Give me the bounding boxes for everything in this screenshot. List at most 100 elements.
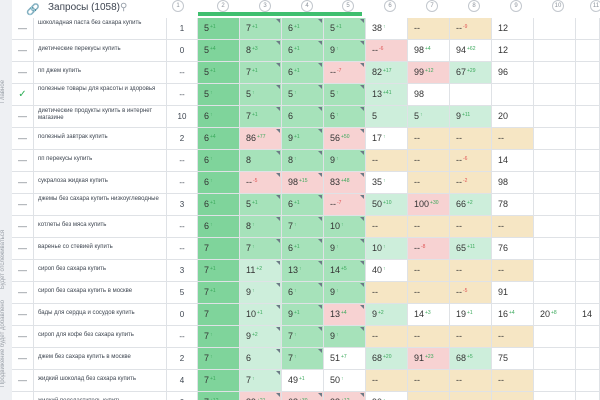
table-row[interactable]: — сироп без сахара купить в москве 5 7+1 9↑ 6… (12, 282, 600, 304)
position-cell[interactable]: 9↑ (324, 238, 366, 259)
position-cell[interactable]: ---5 (450, 282, 492, 303)
row-toggle[interactable]: — (12, 238, 34, 259)
position-cell[interactable]: 7↑ (198, 348, 240, 369)
position-cell[interactable]: 9↑ (324, 282, 366, 303)
col-badge-icon[interactable]: 4 (301, 0, 313, 12)
position-cell[interactable]: -- (408, 216, 450, 237)
position-cell[interactable]: 8↑ (282, 150, 324, 171)
query-text[interactable]: диетические продукты купить в интернет м… (34, 106, 167, 127)
position-cell[interactable]: 6↑ (324, 106, 366, 127)
position-cell[interactable]: 6+1 (198, 194, 240, 215)
position-cell[interactable]: 6+1 (282, 238, 324, 259)
position-cell[interactable]: 89+21 (240, 392, 282, 400)
position-cell[interactable]: 8+3 (240, 40, 282, 61)
table-row[interactable]: — варенье со стевией купить -- 7 7↑ 6+1 9↑ 10↑ -… (12, 238, 600, 260)
position-cell[interactable]: -- (450, 128, 492, 149)
position-cell[interactable]: -- (450, 326, 492, 347)
position-cell[interactable] (534, 194, 576, 215)
position-cell[interactable]: -- (450, 392, 492, 400)
row-toggle[interactable]: — (12, 40, 34, 61)
position-cell[interactable]: ---9 (450, 18, 492, 39)
position-cell[interactable]: 50↑ (324, 370, 366, 391)
position-cell[interactable]: 8 (240, 150, 282, 171)
position-cell[interactable] (576, 260, 600, 281)
position-cell[interactable]: -- (366, 150, 408, 171)
col-badge-icon[interactable]: 3 (259, 0, 271, 12)
table-row[interactable]: — диетические продукты купить в интернет … (12, 106, 600, 128)
position-cell[interactable]: 7+1 (240, 18, 282, 39)
position-cell[interactable]: 6↑ (198, 172, 240, 193)
position-cell[interactable]: 98 (408, 84, 450, 105)
position-cell[interactable]: 7+1 (240, 62, 282, 83)
position-cell[interactable]: 7↑ (240, 370, 282, 391)
position-cell[interactable]: 20 (492, 106, 534, 127)
position-cell[interactable]: -- (408, 260, 450, 281)
position-cell[interactable]: -- (492, 260, 534, 281)
row-toggle[interactable]: — (12, 392, 34, 400)
position-cell[interactable]: -- (408, 18, 450, 39)
position-cell[interactable]: 6+1 (282, 194, 324, 215)
table-row[interactable]: — шоколадная паста без сахара купить 1 5+1 7… (12, 18, 600, 40)
position-cell[interactable] (534, 370, 576, 391)
position-cell[interactable]: -- (492, 216, 534, 237)
position-cell[interactable]: 100+30 (408, 194, 450, 215)
position-cell[interactable]: 5+1 (324, 18, 366, 39)
position-cell[interactable] (534, 62, 576, 83)
position-cell[interactable]: 5↑ (198, 84, 240, 105)
table-row[interactable]: — сукралоза жидкая купить -- 6↑ ---5 98+15 83+… (12, 172, 600, 194)
position-cell[interactable]: ---2 (450, 172, 492, 193)
position-cell[interactable]: 96 (492, 62, 534, 83)
position-cell[interactable]: 35↑ (366, 172, 408, 193)
row-toggle[interactable]: — (12, 128, 34, 149)
position-cell[interactable]: 6↑ (282, 282, 324, 303)
row-toggle[interactable]: — (12, 348, 34, 369)
position-cell[interactable]: 8↑ (240, 216, 282, 237)
table-row[interactable]: — сироп без сахара купить 3 7+1 11+2 13↑ 14+5 4… (12, 260, 600, 282)
position-cell[interactable]: 5↑ (324, 84, 366, 105)
position-cell[interactable] (576, 348, 600, 369)
col-badge-icon[interactable]: 9 (510, 0, 522, 12)
position-cell[interactable]: 82+17 (366, 62, 408, 83)
position-cell[interactable]: 5↑ (240, 84, 282, 105)
query-text[interactable]: пп перекусы купить (34, 150, 167, 171)
table-row[interactable]: ✓ полезные товары для красоты и здоровья -… (12, 84, 600, 106)
position-cell[interactable]: 6↑ (198, 106, 240, 127)
query-text[interactable]: варенье со стевией купить (34, 238, 167, 259)
row-toggle[interactable]: — (12, 194, 34, 215)
position-cell[interactable]: -- (492, 392, 534, 400)
col-badge-icon[interactable]: 8 (468, 0, 480, 12)
position-cell[interactable]: 7+1 (198, 370, 240, 391)
position-cell[interactable]: 50+10 (366, 194, 408, 215)
position-cell[interactable]: 94+62 (450, 40, 492, 61)
position-cell[interactable]: 5+1 (240, 194, 282, 215)
position-cell[interactable]: 38+12 (324, 392, 366, 400)
query-text[interactable]: жидкий подсластитель купить (34, 392, 167, 400)
position-cell[interactable]: 67+29 (450, 62, 492, 83)
position-cell[interactable]: 68+30 (282, 392, 324, 400)
position-cell[interactable]: 14+3 (408, 304, 450, 325)
position-cell[interactable]: 6↑ (198, 150, 240, 171)
position-cell[interactable]: -- (366, 216, 408, 237)
position-cell[interactable]: -- (492, 326, 534, 347)
query-text[interactable]: сироп для кофе без сахара купить (34, 326, 167, 347)
position-cell[interactable] (534, 84, 576, 105)
position-cell[interactable]: 5+1 (198, 62, 240, 83)
position-cell[interactable] (576, 216, 600, 237)
position-cell[interactable]: 91 (492, 282, 534, 303)
table-row[interactable]: — джем без сахара купить в москве 2 7↑ 6 7↑ 51… (12, 348, 600, 370)
position-cell[interactable]: 5 (366, 106, 408, 127)
position-cell[interactable]: 7+1 (240, 106, 282, 127)
position-cell[interactable] (576, 40, 600, 61)
position-cell[interactable]: 56+50 (324, 128, 366, 149)
position-cell[interactable]: 98+4 (408, 40, 450, 61)
table-row[interactable]: — джемы без сахара купить низкоуглеводные… (12, 194, 600, 216)
position-cell[interactable]: 7 (198, 238, 240, 259)
query-text[interactable]: полезные товары для красоты и здоровья (34, 84, 167, 105)
position-cell[interactable]: 7↑ (282, 326, 324, 347)
col-badge-icon[interactable]: 11 (590, 0, 600, 12)
position-cell[interactable]: ---6 (450, 150, 492, 171)
position-cell[interactable] (534, 348, 576, 369)
position-cell[interactable]: 83+48 (324, 172, 366, 193)
row-toggle[interactable]: — (12, 304, 34, 325)
position-cell[interactable] (576, 172, 600, 193)
